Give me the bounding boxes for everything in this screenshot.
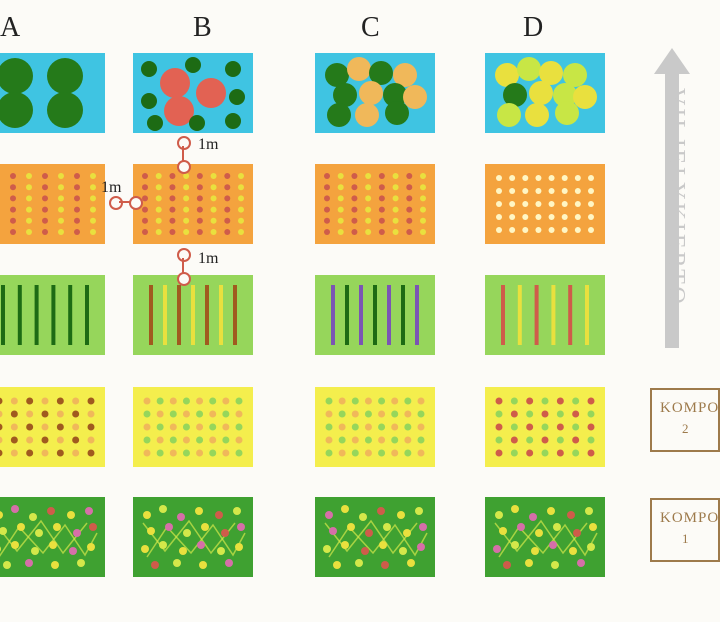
plot-b-r4 bbox=[133, 497, 253, 577]
connector-label-0: 1m bbox=[198, 136, 218, 154]
connector-2 bbox=[177, 248, 191, 284]
column-label-b: B bbox=[193, 12, 212, 44]
plot-d-r2 bbox=[485, 275, 605, 355]
plot-a-r2 bbox=[0, 275, 105, 355]
column-label-c: C bbox=[361, 12, 380, 44]
plot-d-r4 bbox=[485, 497, 605, 577]
plot-d-r0 bbox=[485, 53, 605, 133]
plot-c-r2 bbox=[315, 275, 435, 355]
plot-c-r1 bbox=[315, 164, 435, 244]
plot-b-r3 bbox=[133, 387, 253, 467]
plot-d-r1 bbox=[485, 164, 605, 244]
plot-a-r0 bbox=[0, 53, 105, 133]
connector-label-2: 1m bbox=[198, 250, 218, 268]
plot-c-r3 bbox=[315, 387, 435, 467]
connector-label-1: 1m bbox=[101, 179, 121, 197]
diagram-stage: A B C D 1m 1m 1m VILJELYKIERTO KOMPO 2 KOMPO 1 bbox=[0, 0, 720, 622]
plot-c-r4 bbox=[315, 497, 435, 577]
kompo-box-1: KOMPO 1 bbox=[650, 498, 720, 562]
kompo-box-2: KOMPO 2 bbox=[650, 388, 720, 452]
plot-c-r0 bbox=[315, 53, 435, 133]
rotation-arrow-head bbox=[654, 48, 690, 74]
kompo-number: 1 bbox=[682, 531, 718, 547]
plot-b-r2 bbox=[133, 275, 253, 355]
plot-a-r1 bbox=[0, 164, 105, 244]
kompo-label: KOMPO bbox=[660, 400, 718, 417]
plot-a-r4 bbox=[0, 497, 105, 577]
connector-1 bbox=[109, 196, 141, 210]
plot-a-r3 bbox=[0, 387, 105, 467]
plot-b-r0 bbox=[133, 53, 253, 133]
column-label-a: A bbox=[0, 12, 20, 44]
kompo-label: KOMPO bbox=[660, 510, 718, 527]
kompo-number: 2 bbox=[682, 421, 718, 437]
plot-d-r3 bbox=[485, 387, 605, 467]
column-label-d: D bbox=[523, 12, 543, 44]
connector-0 bbox=[177, 136, 191, 172]
rotation-label: VILJELYKIERTO bbox=[662, 88, 689, 307]
plot-b-r1 bbox=[133, 164, 253, 244]
